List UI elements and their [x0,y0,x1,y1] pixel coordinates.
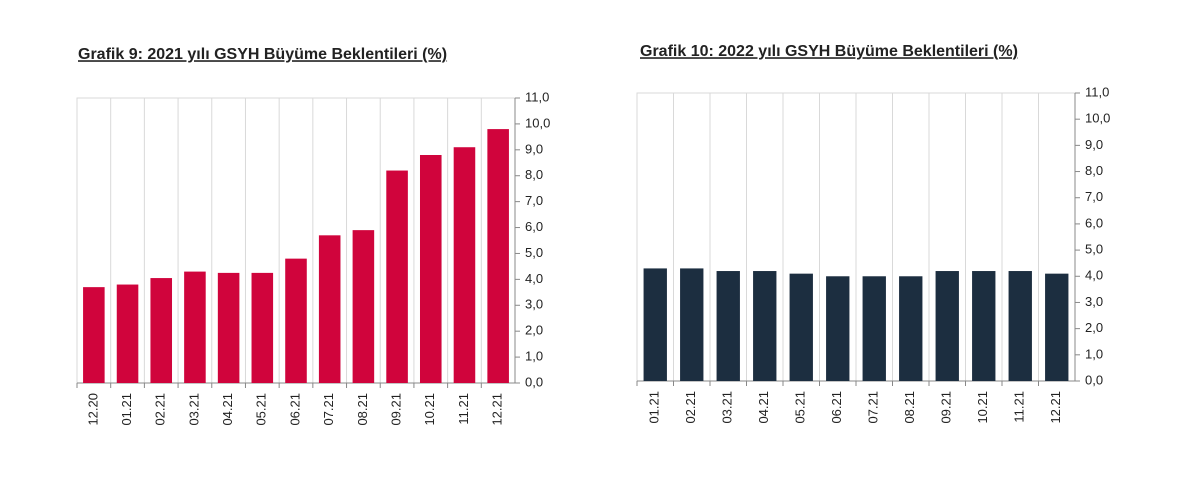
bar [643,268,667,381]
x-tick-label: 12.21 [1048,391,1063,424]
y-tick-label: 4,0 [1085,268,1103,283]
bar [184,271,206,383]
bar [753,271,777,381]
y-tick-label: 4,0 [525,271,543,286]
y-tick-label: 8,0 [1085,163,1103,178]
x-tick-label: 03.21 [720,391,735,424]
x-tick-label: 10.21 [422,393,437,426]
bar [1008,271,1032,381]
bar [935,271,959,381]
x-tick-label: 07.21 [866,391,881,424]
y-tick-label: 3,0 [1085,294,1103,309]
y-tick-label: 7,0 [1085,189,1103,204]
y-tick-label: 2,0 [525,323,543,338]
x-tick-label: 11.21 [1012,391,1027,423]
y-tick-label: 1,0 [525,349,543,364]
x-tick-label: 12.20 [85,393,100,426]
y-tick-label: 5,0 [525,245,543,260]
x-tick-label: 06.21 [287,393,302,426]
y-tick-label: 9,0 [525,141,543,156]
x-tick-label: 11.21 [456,393,471,425]
bar [716,271,740,381]
y-tick-label: 11,0 [1085,84,1109,99]
x-tick-label: 02.21 [153,393,168,426]
bar [789,273,813,381]
x-tick-label: 08.21 [902,391,917,424]
x-tick-label: 01.21 [119,393,134,426]
bar [116,284,139,383]
bar [487,129,509,383]
bar [352,230,375,383]
y-tick-label: 3,0 [525,297,543,312]
chart-title: Grafik 10: 2022 yılı GSYH Büyüme Beklent… [640,43,1018,60]
x-tick-label: 01.21 [647,391,662,424]
y-tick-label: 7,0 [525,193,543,208]
bar [453,147,476,383]
x-tick-label: 04.21 [220,393,235,426]
x-tick-label: 09.21 [389,393,404,426]
y-tick-label: 9,0 [1085,137,1103,152]
x-tick-label: 03.21 [186,393,201,426]
bar [826,276,850,381]
bar [150,278,173,383]
y-tick-label: 8,0 [525,167,543,182]
bar [972,271,996,381]
bar [83,287,105,383]
y-tick-label: 1,0 [1085,346,1103,361]
y-tick-label: 0,0 [1085,372,1103,387]
bar [386,170,408,383]
bar [1045,273,1069,381]
bar [419,155,442,383]
y-tick-label: 11,0 [525,89,549,104]
x-tick-label: 05.21 [254,393,269,426]
bar [318,235,341,383]
y-tick-label: 0,0 [525,374,543,389]
bar [251,272,274,383]
bar [862,276,886,381]
x-tick-label: 07.21 [321,393,336,426]
x-tick-label: 08.21 [355,393,370,426]
x-tick-label: 02.21 [683,391,698,424]
x-tick-label: 06.21 [829,391,844,424]
bar [285,258,307,383]
y-tick-label: 10,0 [525,115,550,130]
y-tick-label: 5,0 [1085,242,1103,257]
x-tick-label: 12.21 [490,393,505,426]
y-tick-label: 6,0 [525,219,543,234]
x-tick-label: 04.21 [756,391,771,424]
bar [680,268,704,381]
y-tick-label: 10,0 [1085,111,1110,126]
chart-title: Grafik 9: 2021 yılı GSYH Büyüme Beklenti… [78,46,447,63]
x-tick-label: 10.21 [975,391,990,424]
bar [217,272,240,383]
x-tick-label: 05.21 [793,391,808,424]
y-tick-label: 2,0 [1085,320,1103,335]
bar [899,276,923,381]
y-tick-label: 6,0 [1085,215,1103,230]
x-tick-label: 09.21 [939,391,954,424]
